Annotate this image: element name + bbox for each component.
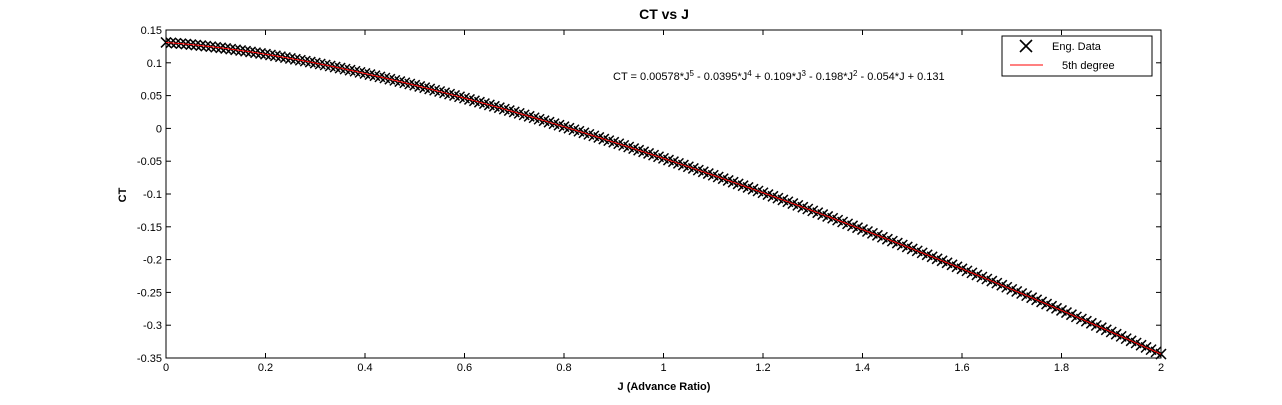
legend: Eng. Data 5th degree bbox=[1001, 35, 1153, 77]
chart-title: CT vs J bbox=[639, 6, 689, 22]
x-tick-label: 2 bbox=[1158, 362, 1164, 374]
fit-equation-annotation: CT = 0.00578*J5 - 0.0395*J4 + 0.109*J3 -… bbox=[613, 69, 945, 84]
y-tick-label: 0.15 bbox=[141, 25, 162, 37]
x-tick-label: 0.2 bbox=[258, 362, 273, 374]
x-tick-label: 0.4 bbox=[357, 362, 372, 374]
x-axis-label: J (Advance Ratio) bbox=[618, 381, 711, 393]
x-tick-label: 1.6 bbox=[954, 362, 969, 374]
x-tick-label: 0.6 bbox=[457, 362, 472, 374]
x-axis: 0 0.2 0.4 0.6 0.8 1 1.2 1.4 1.6 1.8 2 bbox=[163, 30, 1164, 374]
y-tick-label: -0.25 bbox=[137, 287, 162, 299]
legend-label-5th-degree: 5th degree bbox=[1062, 60, 1115, 72]
y-tick-label: -0.35 bbox=[137, 353, 162, 365]
y-tick-label: -0.05 bbox=[137, 156, 162, 168]
y-tick-label: 0.05 bbox=[141, 91, 162, 103]
series-line-5th-degree bbox=[165, 41, 1162, 355]
legend-label-eng-data: Eng. Data bbox=[1052, 41, 1102, 53]
x-tick-label: 1.8 bbox=[1054, 362, 1069, 374]
y-tick-label: -0.15 bbox=[137, 222, 162, 234]
y-tick-label: -0.2 bbox=[143, 255, 162, 267]
x-tick-label: 1 bbox=[660, 362, 666, 374]
x-tick-label: 1.4 bbox=[855, 362, 870, 374]
y-axis: 0.15 0.1 0.05 0 -0.05 -0.1 -0.15 -0.2 -0.25 -0.3 -… bbox=[137, 25, 1161, 365]
x-tick-label: 1.2 bbox=[755, 362, 770, 374]
legend-x-marker bbox=[1019, 39, 1033, 53]
plot-area bbox=[165, 29, 1162, 359]
data-point-x-marker bbox=[1155, 348, 1167, 360]
y-tick-label: -0.3 bbox=[143, 320, 162, 332]
y-tick-label: -0.1 bbox=[143, 189, 162, 201]
legend-box bbox=[1001, 35, 1153, 77]
x-tick-label: 0 bbox=[163, 362, 169, 374]
y-axis-label: CT bbox=[117, 187, 129, 202]
y-tick-label: 0 bbox=[156, 123, 162, 135]
x-tick-label: 0.8 bbox=[556, 362, 571, 374]
y-tick-label: 0.1 bbox=[147, 58, 162, 70]
